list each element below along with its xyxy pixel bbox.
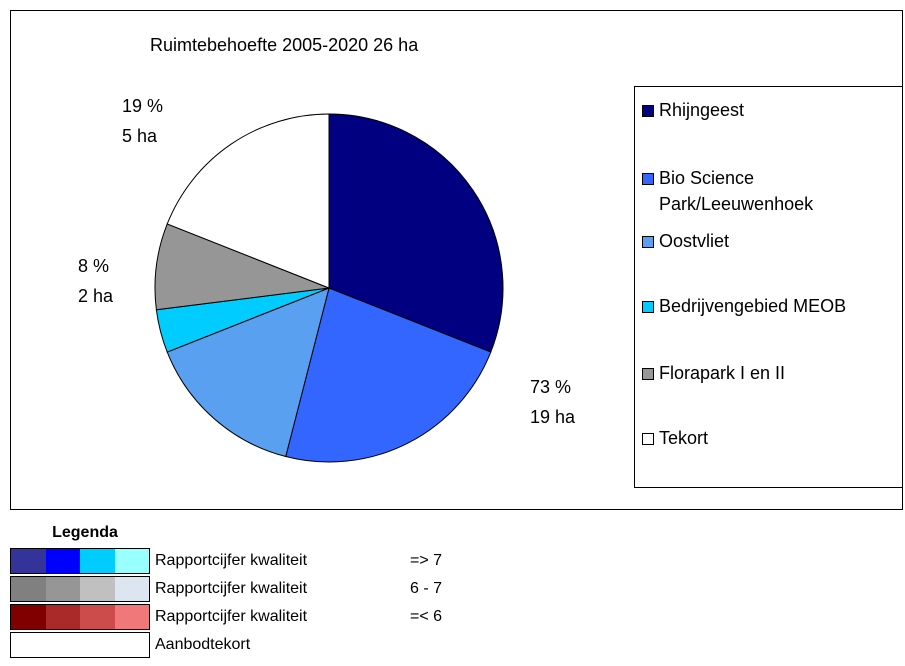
swatch-group (10, 604, 150, 630)
data-label: 19 % (122, 96, 163, 116)
pie-slice (166, 113, 330, 289)
legend-item: Bedrijvengebied MEOB (642, 293, 897, 319)
legend-label: Tekort (659, 428, 709, 448)
legend-frame (634, 86, 903, 488)
legend-item: Tekort (642, 425, 897, 451)
swatch (45, 633, 80, 657)
row-label: Aanbodtekort (155, 636, 251, 653)
row-range: =< 6 (410, 608, 443, 625)
swatch (11, 605, 46, 629)
row-label: Rapportcijfer kwaliteit (155, 580, 308, 597)
legend-label: Florapark I en II (659, 363, 786, 383)
legend-table-title: Legenda (52, 524, 118, 541)
legend-swatch (642, 301, 654, 313)
legend-swatch (642, 236, 654, 248)
swatch (45, 549, 80, 573)
swatch-group (10, 548, 150, 574)
legend-item: Rhijngeest (642, 97, 897, 123)
legend-label: Bedrijvengebied MEOB (659, 296, 847, 316)
legend-label: Bio Science Park/Leeuwenhoek (659, 168, 814, 214)
legend-swatch (642, 433, 654, 445)
swatch (114, 633, 149, 657)
swatch (114, 549, 149, 573)
legend-swatch (642, 173, 654, 185)
legend-item: Florapark I en II (642, 360, 897, 386)
legend-swatch (642, 368, 654, 380)
legend-swatch (642, 105, 654, 117)
swatch (11, 577, 46, 601)
legend-row: Aanbodtekort (10, 632, 510, 658)
pie-slice (328, 113, 504, 353)
data-label: 19 ha (530, 407, 576, 427)
legend-row: Rapportcijfer kwaliteit =< 6 (10, 604, 510, 630)
swatch (80, 549, 115, 573)
legend-row: Rapportcijfer kwaliteit => 7 (10, 548, 510, 574)
legend-item: Bio Science Park/Leeuwenhoek (642, 165, 897, 217)
row-range: => 7 (410, 552, 443, 569)
chart-title: Ruimtebehoefte 2005-2020 26 ha (150, 35, 419, 55)
swatch (80, 577, 115, 601)
row-label: Rapportcijfer kwaliteit (155, 552, 308, 569)
swatch (11, 549, 46, 573)
legend-row: Rapportcijfer kwaliteit 6 - 7 (10, 576, 510, 602)
swatch (45, 605, 80, 629)
swatch (80, 605, 115, 629)
row-label: Rapportcijfer kwaliteit (155, 608, 308, 625)
legend-label: Oostvliet (659, 231, 730, 251)
swatch (11, 633, 46, 657)
row-range: 6 - 7 (410, 580, 443, 597)
pie-slice (166, 287, 330, 458)
data-label: 2 ha (78, 286, 114, 306)
swatch (114, 577, 149, 601)
swatch-group (10, 576, 150, 602)
swatch (45, 577, 80, 601)
legend-item: Oostvliet (642, 228, 897, 254)
data-label: 8 % (78, 256, 109, 276)
pie-slice (285, 287, 492, 463)
data-label: 5 ha (122, 126, 158, 146)
swatch-group (10, 632, 150, 658)
swatch (114, 605, 149, 629)
chart: Ruimtebehoefte 2005-2020 26 ha 19 % 5 ha 8… (78, 35, 576, 463)
legend-label: Rhijngeest (659, 100, 745, 120)
data-label: 73 % (530, 377, 571, 397)
swatch (80, 633, 115, 657)
